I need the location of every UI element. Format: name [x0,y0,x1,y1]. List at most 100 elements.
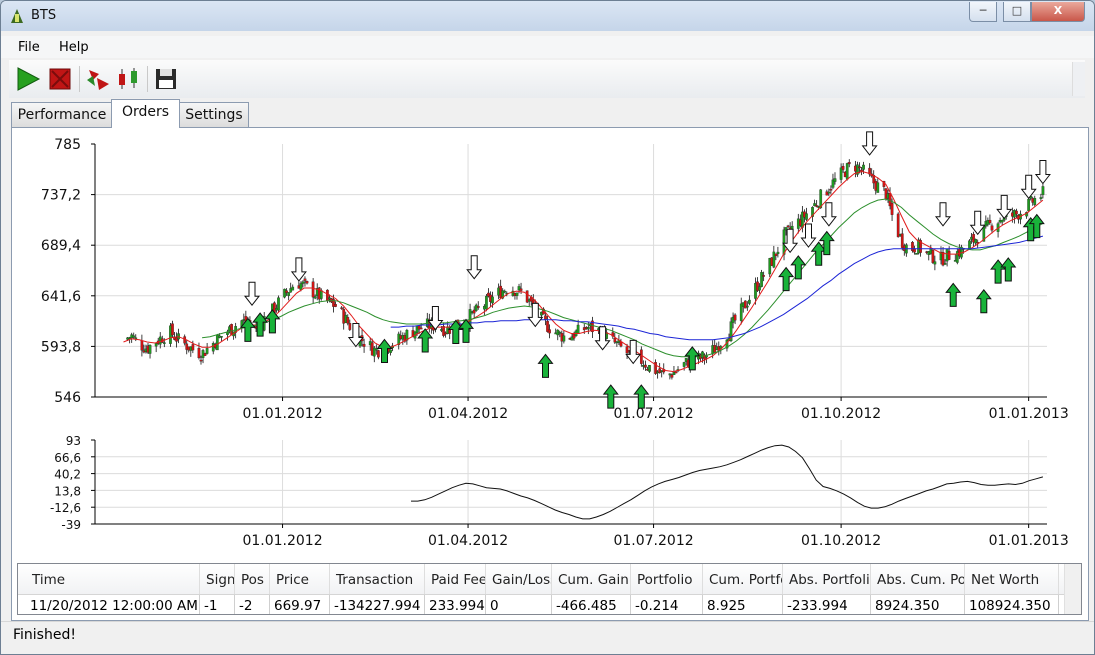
candle-up [132,335,136,338]
table-cell[interactable]: -1 [200,595,235,614]
toolbar [9,60,1085,98]
candle-up [491,296,494,304]
tab-orders[interactable]: Orders [111,99,180,128]
sma-mid-line [202,198,1044,358]
candle-up [283,288,286,298]
candle-down [191,344,195,351]
column-header[interactable]: Sign [200,564,235,594]
sell-arrow-icon [996,194,1013,220]
candle-down [544,315,547,320]
table-cell[interactable]: -233.994 [783,595,871,614]
status-text: Finished! [13,627,76,643]
column-header[interactable]: Cum. Gain [552,564,631,594]
buy-arrow-icon [602,384,619,409]
column-header[interactable]: Price [270,564,330,594]
maximize-button[interactable]: □ [1003,2,1031,22]
x-tick-label: 01.04.2012 [428,533,508,549]
table-cell[interactable]: 0 [486,595,552,614]
candle-down [203,353,207,356]
candle-up [827,191,831,194]
y-tick-label: 593,8 [41,339,81,355]
table-cell[interactable]: -2 [235,595,270,614]
column-header[interactable]: Cum. Portfolio [703,564,783,594]
candle-up [705,355,708,358]
candle-down [171,323,174,336]
table-row[interactable]: 11/20/2012 12:00:00 AM -1 -2 669.97 -134227.… [18,595,1081,614]
table-cell[interactable]: 8924.350 [871,595,965,614]
sell-arrow-icon [427,306,444,331]
candle-down [931,250,935,263]
column-header[interactable]: Net Worth [965,564,1059,594]
minimize-button[interactable]: ─ [969,2,997,22]
column-header[interactable]: Gain/Loss [486,564,552,594]
table-cell[interactable]: -466.485 [552,595,631,614]
candle-up [768,258,772,275]
candle-up [745,305,749,308]
candle-down [896,213,900,238]
tab-performance[interactable]: Performance [11,102,113,127]
candle-up [372,347,376,357]
candle-up [862,164,865,170]
candle-up [805,213,808,220]
toolbar-overflow-grip[interactable] [1072,62,1085,96]
close-button[interactable]: X [1031,2,1085,22]
candle-up [784,227,788,231]
table-cell[interactable]: 233.994 [425,595,486,614]
buy-arrow-icon [264,309,281,334]
stop-button[interactable] [47,66,73,92]
candle-up [148,345,152,354]
candle-down [674,371,678,374]
play-icon [17,67,41,91]
column-header[interactable]: Pos [235,564,270,594]
column-header[interactable]: Abs. Cum. Portfolio [871,564,965,594]
table-cell[interactable]: 669.97 [270,595,330,614]
table-cell[interactable]: -0.214 [631,595,703,614]
candle-down [911,242,914,251]
candle-up [562,335,566,342]
candle-up [772,251,776,268]
save-button[interactable] [153,66,179,92]
candle-up [760,272,763,287]
menu-help[interactable]: Help [59,40,89,55]
candle-down [841,165,845,170]
price-chart-grid [95,144,1047,397]
column-header[interactable]: Time [26,564,200,594]
sell-arrow-icon [782,228,799,254]
candle-up [739,303,743,321]
candle-down [311,281,315,298]
candle-up [220,336,223,338]
column-header[interactable]: Abs. Portfolio [783,564,871,594]
table-cell[interactable]: -134227.994 [330,595,425,614]
candle-down [377,350,380,358]
candles-button[interactable] [115,66,141,92]
column-header[interactable]: Portfolio [631,564,703,594]
column-header[interactable]: Transaction [330,564,425,594]
candle-down [1015,210,1018,215]
candle-down [442,326,445,336]
start-button[interactable] [15,66,41,92]
signals-button[interactable] [85,66,111,92]
column-header[interactable]: Paid Fee [425,564,486,594]
candle-up [485,295,488,310]
orders-table-scrollbar[interactable] [1064,564,1081,614]
tab-settings[interactable]: Settings [179,102,249,127]
menu-file[interactable]: File [18,40,40,55]
candle-down [947,250,951,260]
candle-up [955,251,959,263]
candle-down [334,304,337,307]
signal-arrows-icon [87,70,109,90]
table-cell[interactable]: 11/20/2012 12:00:00 AM [26,595,200,614]
table-cell[interactable]: 8.925 [703,595,783,614]
orders-table[interactable]: Time Sign Pos Price Transaction Paid Fee Gain/… [17,563,1082,615]
sell-arrow-icon [466,255,483,280]
buy-arrow-icon [252,312,269,337]
candle-up [576,324,580,334]
candle-up [943,263,947,265]
candle-down [305,280,309,284]
table-cell[interactable]: 108924.350 [965,595,1059,614]
buy-arrow-icon [1028,213,1045,239]
candle-up [1033,197,1037,205]
y-tick-label: 13,8 [54,484,81,498]
orders-table-header: Time Sign Pos Price Transaction Paid Fee Gain/… [18,564,1081,595]
title-bar[interactable]: BTS ─ □ X [1,1,1094,31]
